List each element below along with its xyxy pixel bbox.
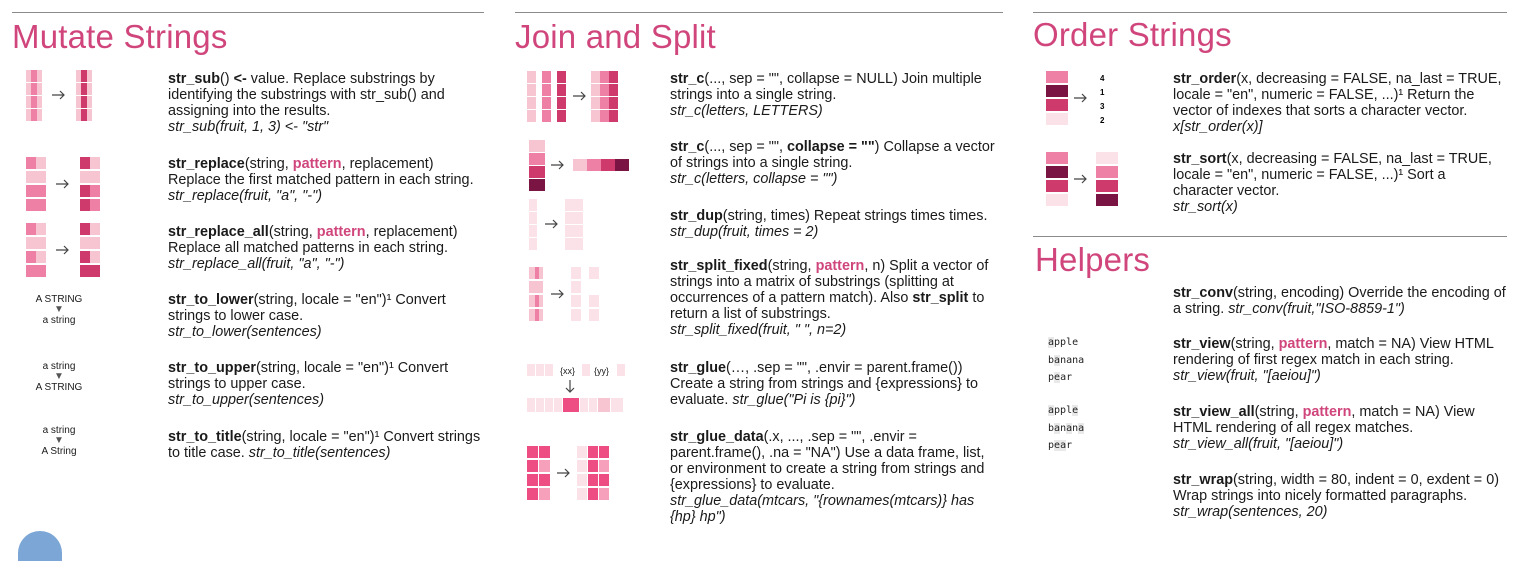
str-sort-entry: str_sort(x, decreasing = FALSE, na_last … [1173,151,1492,215]
str-replace-illustration [26,157,112,211]
str-view-all-entry: str_view_all(string, pattern, match = NA… [1173,404,1475,452]
str-order-entry: str_order(x, decreasing = FALSE, na_last… [1173,71,1502,135]
example-code: str_sub(fruit, 1, 3) <- "str" [168,119,329,135]
str-c-entry: str_c(..., sep = "", collapse = NULL) Jo… [670,71,982,119]
section-title-join: Join and Split [515,18,716,55]
to-title-illustration: a string ▼ A String [28,425,90,457]
str-view-illustration: apple banana pear [1048,337,1085,383]
order-index: 3 [1100,102,1105,111]
str-wrap-entry: str_wrap(string, width = 80, indent = 0,… [1173,472,1499,520]
to-lower-illustration: A STRING ▼ a string [28,294,90,326]
str-replace-all-entry: str_replace_all(string, pattern, replace… [168,224,458,272]
str-replace-all-illustration [26,223,112,277]
str-glue-data-illustration [527,446,627,502]
section-title-helpers: Helpers [1035,241,1151,278]
str-glue-illustration: {xx} {yy} [527,362,627,414]
to-upper-illustration: a string ▼ A STRING [28,361,90,393]
section-rule [1033,236,1507,237]
section-rule [1033,12,1507,13]
down-arrow-icon: ▼ [54,371,64,382]
output-column [76,70,92,121]
str-order-illustration: 4 1 3 2 [1046,71,1126,125]
str-view-entry: str_view(string, pattern, match = NA) Vi… [1173,336,1494,384]
str-replace-entry: str_replace(string, pattern, replacement… [168,156,474,204]
section-title-order: Order Strings [1033,16,1232,53]
str-to-lower-entry: str_to_lower(string, locale = "en")¹ Con… [168,292,446,340]
order-index: 1 [1100,88,1105,97]
str-view-all-illustration: apple banana pear [1048,405,1085,451]
str-split-fixed-illustration [529,267,615,321]
function-name: str_sub [168,71,220,87]
str-to-upper-entry: str_to_upper(string, locale = "en")¹ Con… [168,360,449,408]
glue-token-yy: {yy} [594,366,609,376]
str-glue-entry: str_glue(…, .sep = "", .envir = parent.f… [670,360,978,408]
section-title-mutate: Mutate Strings [12,18,228,55]
str-split-fixed-entry: str_split_fixed(string, pattern, n) Spli… [670,258,989,338]
input-column [26,70,42,121]
str-to-title-entry: str_to_title(string, locale = "en")¹ Con… [168,429,481,461]
section-rule [12,12,484,13]
str-dup-entry: str_dup(string, times) Repeat strings ti… [670,208,988,240]
str-glue-data-entry: str_glue_data(.x, ..., .sep = "", .envir… [670,429,985,525]
order-index: 4 [1100,74,1105,83]
join-column: Join and Split str_c(..., sep = "", coll… [515,0,1003,539]
order-index: 2 [1100,116,1105,125]
str-conv-entry: str_conv(string, encoding) Override the … [1173,285,1506,317]
section-rule [515,12,1003,13]
mutate-column: Mutate Strings str_sub() <- value. Repla… [12,0,484,539]
down-arrow-icon: ▼ [54,304,64,315]
glue-token-xx: {xx} [560,366,575,376]
str-c-illustration [527,71,619,123]
str-dup-illustration [529,199,615,251]
str-sub-entry: str_sub() <- value. Replace substrings b… [168,71,445,135]
str-c-collapse-entry: str_c(..., sep = "", collapse = "") Coll… [670,139,995,187]
str-sub-illustration [26,70,106,122]
str-sort-illustration [1046,152,1136,206]
order-column: Order Strings 4 1 3 2 str_order(x, decre… [1033,0,1507,539]
str-c-collapse-illustration [529,140,633,192]
down-arrow-icon: ▼ [54,435,64,446]
